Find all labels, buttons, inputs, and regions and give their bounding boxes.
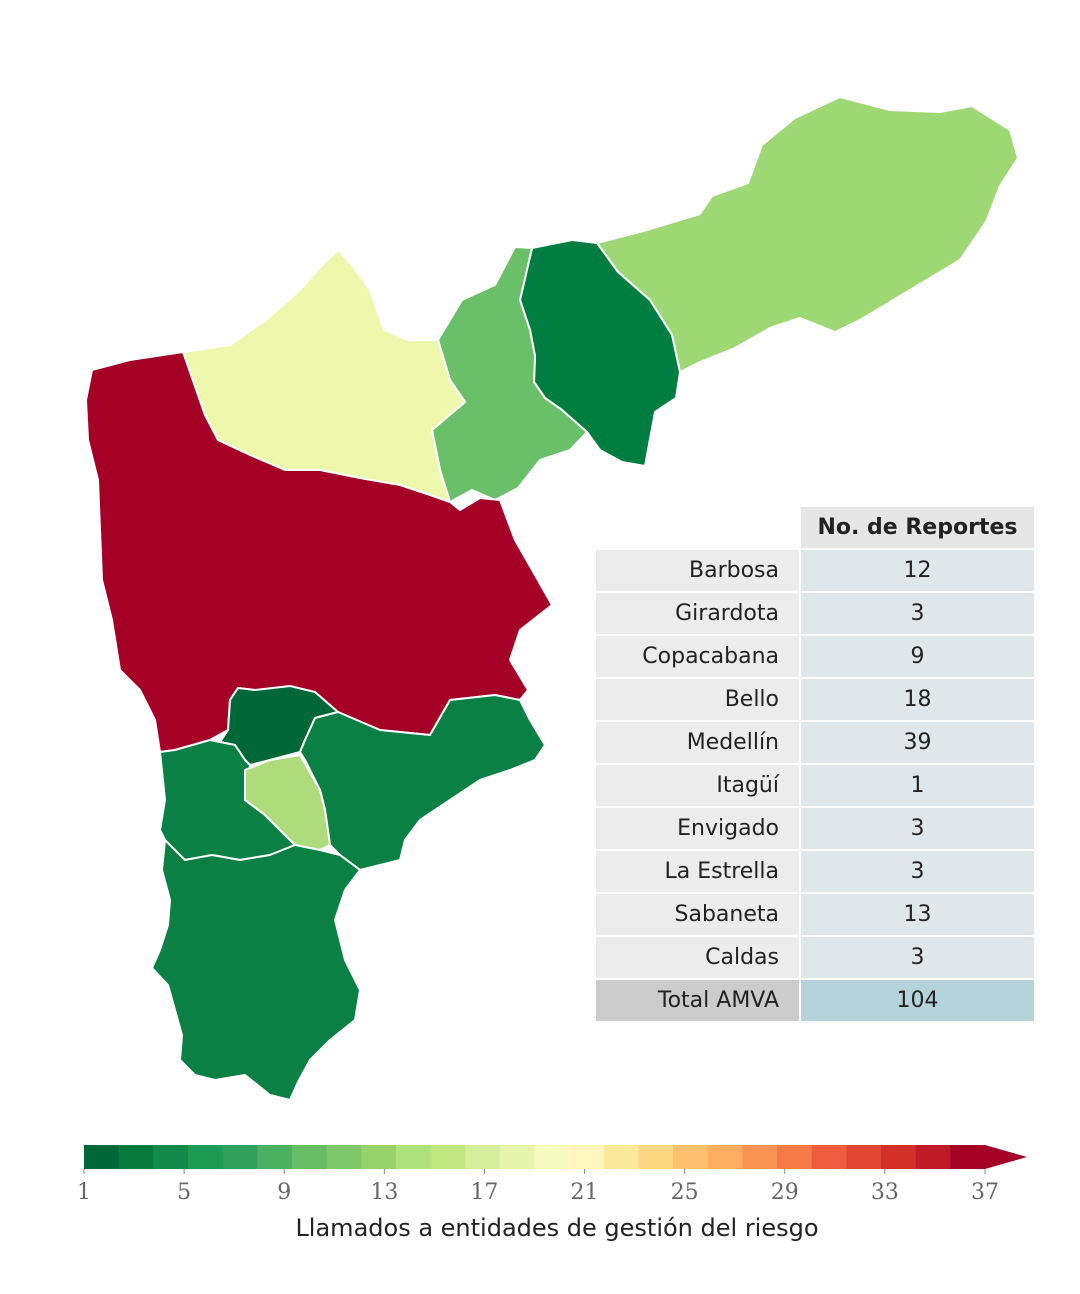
region-caldas[interactable] [151, 839, 361, 1101]
colorbar-swatch [430, 1145, 466, 1169]
table-row: Sabaneta 13 [596, 894, 1034, 935]
colorbar-swatch [881, 1145, 917, 1169]
municipality-name: Copacabana [596, 636, 799, 677]
colorbar-swatch [361, 1145, 397, 1169]
colorbar-tick-label: 37 [971, 1180, 999, 1205]
table-row: Bello 18 [596, 679, 1034, 720]
region-envigado[interactable] [299, 694, 546, 871]
colorbar-swatch [187, 1145, 224, 1169]
colorbar-swatch [915, 1145, 951, 1169]
municipality-name: Bello [596, 679, 799, 720]
report-count: 3 [801, 937, 1034, 978]
report-count: 18 [801, 679, 1034, 720]
table-row: Copacabana 9 [596, 636, 1034, 677]
municipality-name: Envigado [596, 808, 799, 849]
municipality-name: Girardota [596, 593, 799, 634]
report-count: 13 [801, 894, 1034, 935]
colorbar-swatch [326, 1145, 362, 1169]
colorbar-tick-label: 1 [77, 1180, 91, 1205]
colorbar-swatch [257, 1145, 293, 1169]
colorbar-swatch [707, 1145, 744, 1169]
table-total-row: Total AMVA 104 [596, 980, 1034, 1021]
table-corner [596, 507, 799, 548]
table-row: Girardota 3 [596, 593, 1034, 634]
column-header-reports: No. de Reportes [801, 507, 1034, 548]
region-barbosa[interactable] [596, 96, 1019, 373]
colorbar: 1 5 9 13 17 21 25 29 33 37 Llamados a entidades d… [77, 1145, 1027, 1242]
table-header-row: No. de Reportes [596, 507, 1034, 548]
colorbar-swatch [291, 1145, 328, 1169]
municipality-name: Sabaneta [596, 894, 799, 935]
colorbar-swatch [465, 1145, 501, 1169]
colorbar-swatch [222, 1145, 258, 1169]
colorbar-tick-label: 33 [871, 1180, 899, 1205]
region-itagui[interactable] [219, 685, 339, 766]
colorbar-swatch [569, 1145, 605, 1169]
table-row: Medellín 39 [596, 722, 1034, 763]
colorbar-swatch [534, 1145, 570, 1169]
table-row: Caldas 3 [596, 937, 1034, 978]
colorbar-swatch [777, 1145, 813, 1169]
colorbar-swatch [846, 1145, 882, 1169]
colorbar-swatch [499, 1145, 536, 1169]
municipality-name: La Estrella [596, 851, 799, 892]
colorbar-tick-label: 17 [470, 1180, 498, 1205]
total-label: Total AMVA [596, 980, 799, 1021]
report-count: 39 [801, 722, 1034, 763]
total-value: 104 [801, 980, 1034, 1021]
colorbar-swatch [603, 1145, 640, 1169]
colorbar-ticks: 1 5 9 13 17 21 25 29 33 37 [77, 1169, 999, 1205]
report-count: 12 [801, 550, 1034, 591]
report-count: 3 [801, 851, 1034, 892]
colorbar-swatches [84, 1145, 986, 1169]
colorbar-swatch [811, 1145, 847, 1169]
colorbar-extend-arrow [985, 1145, 1027, 1169]
municipality-name: Medellín [596, 722, 799, 763]
colorbar-swatch [950, 1145, 986, 1169]
region-sabaneta[interactable] [244, 754, 331, 851]
colorbar-tick-label: 21 [571, 1180, 599, 1205]
report-count: 9 [801, 636, 1034, 677]
municipality-map [85, 96, 1019, 1101]
table-row: Barbosa 12 [596, 550, 1034, 591]
colorbar-tick-label: 25 [671, 1180, 699, 1205]
colorbar-tick-label: 13 [370, 1180, 398, 1205]
colorbar-swatch [84, 1145, 120, 1169]
reports-table: No. de Reportes Barbosa 12 Girardota 3 Copac… [594, 505, 1036, 1023]
colorbar-swatch [742, 1145, 778, 1169]
colorbar-swatch [673, 1145, 709, 1169]
report-count: 3 [801, 808, 1034, 849]
colorbar-tick-label: 9 [277, 1180, 291, 1205]
colorbar-swatch [118, 1145, 154, 1169]
colorbar-tick-label: 29 [771, 1180, 799, 1205]
municipality-name: Itagüí [596, 765, 799, 806]
colorbar-label: Llamados a entidades de gestión del ries… [295, 1214, 818, 1242]
colorbar-swatch [153, 1145, 189, 1169]
table-row: Envigado 3 [596, 808, 1034, 849]
municipality-name: Caldas [596, 937, 799, 978]
colorbar-swatch [638, 1145, 674, 1169]
table-row: La Estrella 3 [596, 851, 1034, 892]
report-count: 3 [801, 593, 1034, 634]
municipality-name: Barbosa [596, 550, 799, 591]
colorbar-swatch [395, 1145, 432, 1169]
report-count: 1 [801, 765, 1034, 806]
table-row: Itagüí 1 [596, 765, 1034, 806]
colorbar-tick-label: 5 [177, 1180, 191, 1205]
